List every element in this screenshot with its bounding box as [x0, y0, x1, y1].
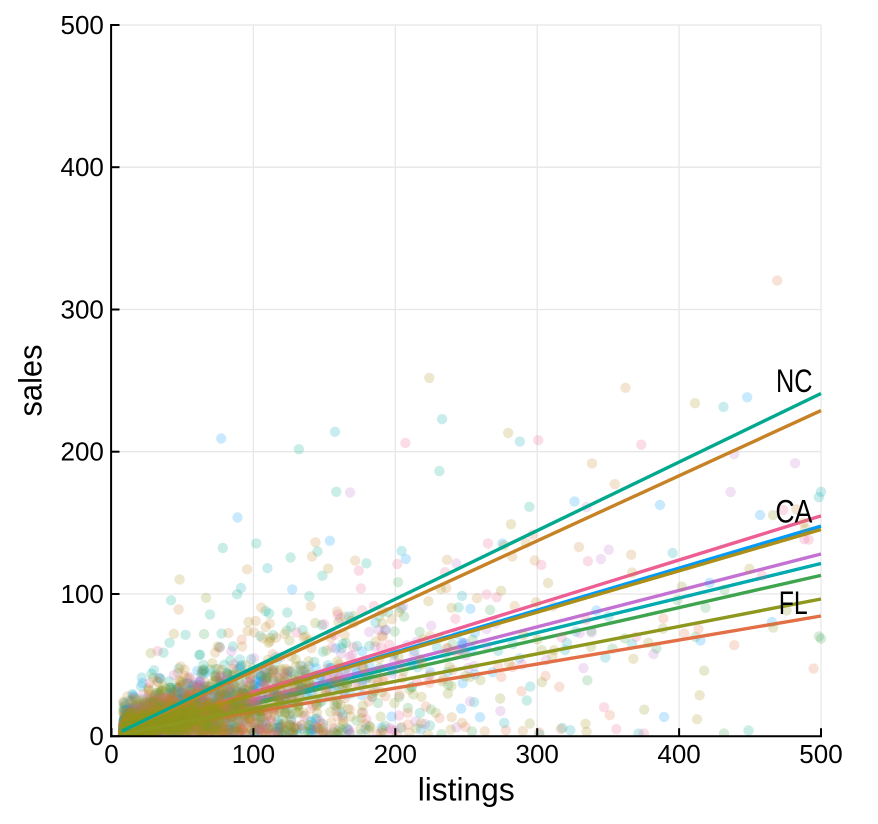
svg-text:listings: listings — [418, 772, 515, 808]
svg-text:0: 0 — [104, 739, 118, 769]
svg-text:500: 500 — [799, 739, 842, 769]
svg-text:100: 100 — [61, 579, 104, 609]
svg-text:200: 200 — [61, 437, 104, 467]
svg-text:400: 400 — [657, 739, 700, 769]
svg-text:FL: FL — [779, 585, 808, 621]
svg-text:CA: CA — [775, 494, 813, 530]
svg-text:100: 100 — [232, 739, 275, 769]
svg-text:400: 400 — [61, 152, 104, 182]
svg-text:300: 300 — [61, 295, 104, 325]
svg-text:200: 200 — [374, 739, 417, 769]
svg-text:500: 500 — [61, 10, 104, 40]
svg-text:NC: NC — [776, 363, 813, 399]
svg-text:0: 0 — [89, 721, 103, 751]
svg-text:300: 300 — [516, 739, 559, 769]
svg-text:sales: sales — [12, 345, 48, 417]
